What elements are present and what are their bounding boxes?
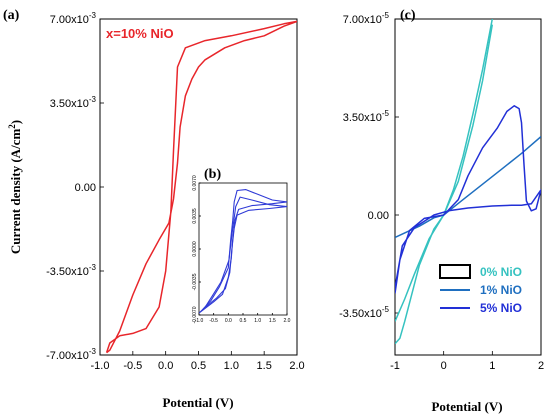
panel-b-series-line [204, 196, 287, 308]
panel-a-x-ticks: -1.0 -0.5 0.0 0.5 1.0 1.5 2.0 [91, 351, 305, 372]
panel-c-y-tick-label: 7.00x10-5 [343, 11, 390, 26]
panel-a-x-axis-title: Potential (V) [162, 395, 233, 410]
panel-c-series-line [395, 19, 494, 345]
panel-b-x-tick-label: 1.5 [269, 318, 276, 324]
panel-a-y-tick-label: -3.50x10-3 [46, 263, 96, 278]
panel-b-y-tick-label: 0.0000 [192, 241, 198, 257]
panel-c-x-tick-label: 2 [538, 360, 544, 372]
panel-c-label: (c) [400, 8, 416, 23]
panel-a-y-axis-title: Current density (A/cm2) [7, 120, 23, 254]
panel-c: (c) Potential (V) -1 0 1 2 7.00x10-5 3.50x10… [339, 8, 544, 414]
panel-c-x-tick-label: 0 [441, 360, 447, 372]
panel-a-annotation: x=10% NiO [106, 26, 174, 41]
panel-c-x-axis-title: Potential (V) [431, 399, 502, 414]
panel-b-x-tick-label: 2.0 [284, 318, 291, 324]
panel-c-y-tick-label: -3.50x10-5 [339, 305, 389, 320]
legend-label: 0% NiO [480, 265, 522, 279]
panel-c-plot-frame [394, 18, 542, 356]
legend-label: 5% NiO [480, 301, 522, 315]
panel-c-y-tick-label: 3.50x10-5 [343, 109, 390, 124]
panel-b-y-tick-label: 0.0070 [192, 175, 198, 191]
panel-b-x-ticks: -1.0 -0.5 0.0 0.5 1.0 1.5 2.0 [195, 313, 291, 324]
panel-a-x-tick-label: 0.5 [191, 360, 206, 372]
panel-a-y-axis-title-close: ) [8, 120, 23, 124]
panel-c-y-tick-label: 0.00 [368, 210, 389, 222]
panel-a-y-tick-label: 7.00x10-3 [50, 11, 97, 26]
panel-b-label: (b) [204, 167, 221, 182]
panel-b-inset: (b) -1.0 -0.5 0.0 0.5 1.0 1.5 2.0 0.0070 0.0035… [192, 167, 291, 324]
panel-a-series-line [105, 20, 297, 354]
panel-a-x-tick-label: 1.0 [224, 360, 239, 372]
panel-b-y-tick-label: -0.0070 [192, 306, 198, 323]
legend-marker-box [439, 264, 471, 279]
panel-a-y-tick-label: 0.00 [75, 182, 96, 194]
panel-a-series [105, 20, 297, 354]
panel-b-y-tick-label: -0.0035 [192, 273, 198, 290]
panel-b-x-tick-label: -0.5 [209, 318, 218, 324]
panel-a-y-axis-title-sup: 2 [7, 124, 17, 129]
panel-a-x-tick-label: -0.5 [123, 360, 142, 372]
panel-b-series [199, 189, 287, 314]
panel-a-y-tick-label: -7.00x10-3 [46, 347, 96, 362]
panel-a-label: (a) [3, 8, 20, 23]
panel-c-series-line [395, 105, 541, 294]
panel-a-x-tick-label: 2.0 [289, 360, 304, 372]
legend-label: 1% NiO [480, 283, 522, 297]
panel-a: (a) x=10% NiO Potential (V) Current dens… [3, 8, 305, 410]
panel-b-x-tick-label: 1.0 [254, 318, 261, 324]
panel-a-y-ticks: 7.00x10-3 3.50x10-3 0.00 -3.50x10-3 -7.00x10… [46, 11, 104, 362]
panel-c-x-ticks: -1 0 1 2 [390, 351, 544, 372]
panel-b-y-ticks: 0.0070 0.0035 0.0000 -0.0035 -0.0070 [192, 175, 201, 323]
panel-b-x-tick-label: 0.0 [225, 318, 232, 324]
panel-c-series-line [395, 136, 541, 239]
panel-c-legend: 0% NiO 1% NiO 5% NiO [439, 264, 522, 315]
panel-c-series-line [395, 24, 494, 322]
panel-b-x-tick-label: -1.0 [195, 318, 204, 324]
panel-a-x-tick-label: -1.0 [91, 360, 110, 372]
panel-b-x-tick-label: 0.5 [240, 318, 247, 324]
panel-c-series [395, 19, 541, 345]
panel-c-x-tick-label: 1 [489, 360, 495, 372]
panel-b-y-tick-label: 0.0035 [192, 208, 198, 224]
panel-a-y-tick-label: 3.50x10-3 [50, 95, 97, 110]
panel-a-x-tick-label: 0.0 [158, 360, 173, 372]
panel-c-y-ticks: 7.00x10-5 3.50x10-5 0.00 -3.50x10-5 [339, 11, 399, 320]
panel-c-x-tick-label: -1 [390, 360, 400, 372]
panel-a-y-axis-title-main: Current density (A/cm [8, 129, 23, 255]
panel-a-x-tick-label: 1.5 [257, 360, 272, 372]
